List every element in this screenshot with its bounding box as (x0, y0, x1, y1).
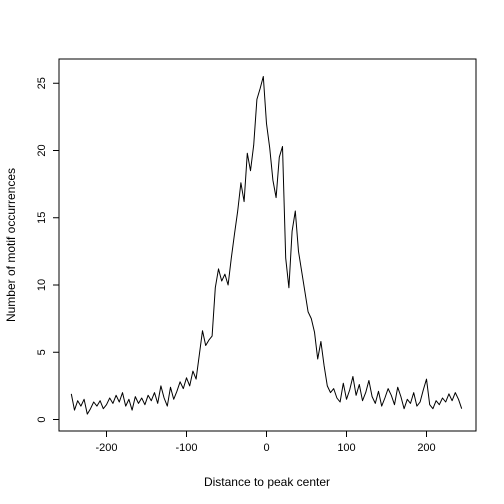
x-tick-label: -200 (95, 442, 117, 454)
x-tick-label: 100 (337, 442, 355, 454)
y-axis-title: Number of motif occurrences (4, 168, 18, 322)
y-tick-label: 15 (36, 212, 48, 224)
series-line (70, 76, 463, 415)
x-tick-label: 200 (417, 442, 435, 454)
y-tick-label: 10 (36, 279, 48, 291)
plot-frame (58, 58, 477, 432)
y-tick-label: 0 (36, 416, 48, 422)
y-axis: 0 5 10 15 20 25 (36, 77, 59, 423)
x-tick-label: -100 (175, 442, 197, 454)
x-axis-title: Distance to peak center (204, 475, 330, 489)
y-tick-label: 5 (36, 349, 48, 355)
x-axis: -200 -100 0 100 200 (95, 431, 436, 454)
x-tick-label: 0 (263, 442, 269, 454)
y-tick-label: 20 (36, 144, 48, 156)
y-tick-label: 25 (36, 77, 48, 89)
